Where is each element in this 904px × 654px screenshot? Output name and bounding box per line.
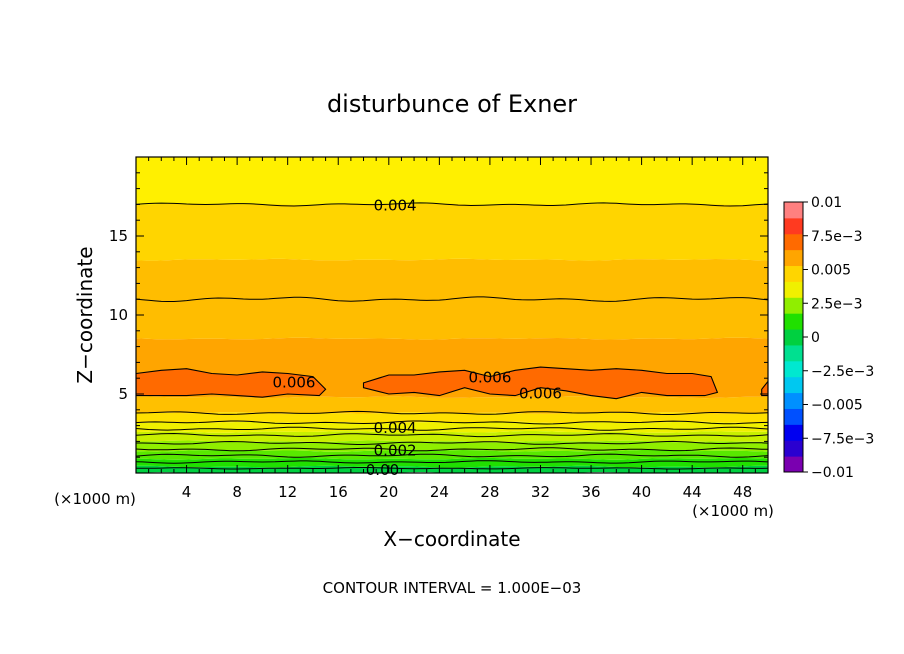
colorbar-tick-label: −2.5e−3 (811, 364, 874, 380)
colorbar-tick-label: 0.01 (811, 195, 842, 211)
x-tick-label: 36 (581, 483, 600, 501)
x-tick-label: 44 (683, 483, 702, 501)
colorbar-swatch (784, 424, 803, 441)
x-tick-label: 32 (531, 483, 550, 501)
contour-interval-note: CONTOUR INTERVAL = 1.000E−03 (323, 579, 582, 597)
colorbar-swatch (784, 281, 803, 298)
contour-labels: 0.004 0.006 0.006 0.006 0.004 0.002 0.00 (273, 196, 562, 479)
colorbar-swatch (784, 265, 803, 282)
contour-label: 0.006 (519, 384, 562, 402)
field-band (136, 412, 768, 424)
x-unit-left: (×1000 m) (54, 490, 136, 508)
chart-title: disturbunce of Exner (327, 90, 577, 118)
contour-line (136, 432, 768, 438)
colorbar-swatch (784, 249, 803, 267)
colorbar-swatch (784, 392, 803, 409)
colorbar-tick-label: −0.005 (811, 398, 863, 414)
contour-max-region (136, 368, 327, 398)
contour-label: 0.002 (374, 441, 417, 459)
colorbar-swatch (784, 329, 803, 346)
colorbar-tick-label: −7.5e−3 (811, 431, 874, 447)
colorbar: 0.01 7.5e−3 0.005 2.5e−3 0 −2.5e−3 −0.005 −7.5e… (783, 195, 874, 481)
x-axis-title: X−coordinate (383, 527, 520, 551)
x-tick-label: 24 (430, 483, 449, 501)
x-tick-label: 40 (632, 483, 651, 501)
contour-line (136, 410, 768, 415)
colorbar-tick-label: −0.01 (811, 465, 854, 481)
colorbar-swatch (784, 313, 803, 330)
field-band (136, 157, 768, 206)
x-tick-label: 48 (733, 483, 752, 501)
colorbar-swatch (784, 360, 803, 378)
colorbar-swatch (784, 440, 803, 457)
y-tick-label: 15 (109, 227, 128, 245)
contour-label: 0.006 (468, 369, 511, 387)
x-tick-label: 16 (329, 483, 348, 501)
y-tick-label: 10 (109, 306, 128, 324)
contour-line (136, 447, 768, 452)
colorbar-swatch (784, 297, 803, 314)
contour-line (136, 460, 768, 464)
contour-label: 0.004 (374, 196, 417, 214)
x-tick-label: 4 (182, 483, 192, 501)
colorbar-swatch (784, 456, 803, 473)
colorbar-swatch (784, 202, 803, 219)
contour-label: 0.004 (374, 419, 417, 437)
colorbar-tick-label: 0.005 (811, 263, 851, 279)
colorbar-swatch (784, 217, 803, 235)
contour-label: 0.006 (273, 373, 316, 391)
colorbar-tick-label: 7.5e−3 (811, 229, 863, 245)
field-band (136, 457, 768, 468)
contour-line (136, 440, 768, 445)
contour-line (136, 296, 768, 302)
contour-line (136, 202, 768, 207)
contour-max-region (362, 366, 719, 400)
x-tick-label: 8 (232, 483, 242, 501)
contour-line (136, 467, 768, 470)
plot-area (136, 157, 768, 473)
colorbar-swatch (784, 233, 803, 251)
field-band (136, 421, 768, 433)
y-tick-label: 5 (118, 385, 128, 403)
colorbar-swatch (784, 408, 803, 425)
colorbar-tick-label: 2.5e−3 (811, 296, 863, 312)
colorbar-tick-label: 0 (811, 330, 820, 346)
colorbar-swatch (784, 344, 803, 362)
x-unit-right: (×1000 m) (692, 502, 774, 520)
x-tick-label: 28 (480, 483, 499, 501)
x-tick-label: 20 (379, 483, 398, 501)
contour-line (136, 426, 768, 431)
contour-label: 0.00 (366, 461, 399, 479)
y-axis-title: Z−coordinate (73, 246, 97, 383)
contour-line (136, 453, 768, 458)
field-band (136, 396, 768, 414)
contour-line (136, 420, 768, 425)
colorbar-swatch (784, 376, 803, 394)
x-tick-label: 12 (278, 483, 297, 501)
